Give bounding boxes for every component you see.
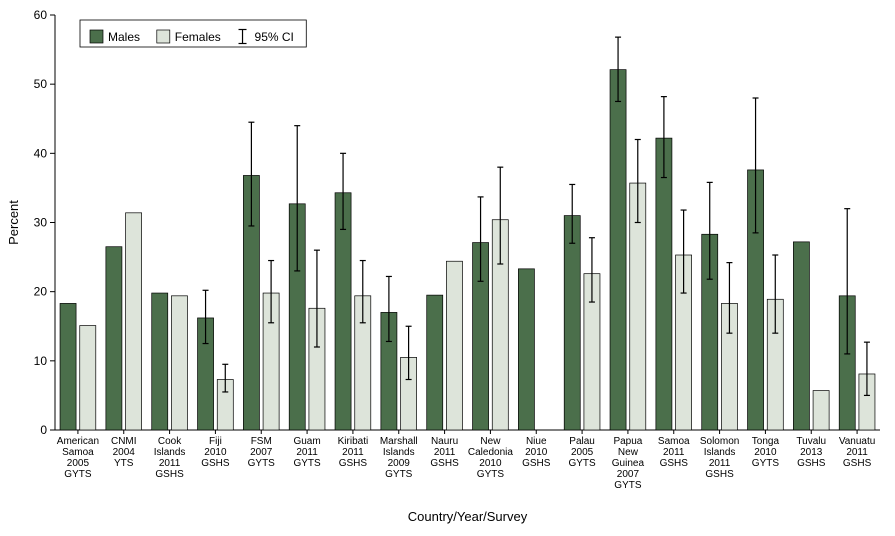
x-category-label: Palau2005GYTS bbox=[568, 436, 596, 469]
x-category-label: Samoa2011GSHS bbox=[658, 436, 690, 469]
y-tick-label: 0 bbox=[40, 423, 47, 437]
bar-males bbox=[152, 293, 168, 430]
chart-container: 0 10 20 30 40 50 60 Percent AmericanSamoa2005GYT… bbox=[0, 0, 895, 531]
x-category-label: AmericanSamoa2005GYTS bbox=[57, 436, 99, 480]
bar-males bbox=[656, 138, 672, 430]
legend-label: 95% CI bbox=[255, 30, 294, 44]
x-category-label: NewCaledonia2010GYTS bbox=[468, 436, 513, 480]
y-tick-label: 50 bbox=[34, 77, 48, 91]
legend-swatch bbox=[157, 30, 170, 43]
bar-males bbox=[610, 70, 626, 430]
y-tick-label: 30 bbox=[34, 216, 48, 230]
bar-females bbox=[80, 326, 96, 430]
bar-males bbox=[518, 269, 534, 430]
bar-males bbox=[427, 295, 443, 430]
bar-males bbox=[793, 242, 809, 430]
legend-label: Females bbox=[175, 30, 221, 44]
bar-males bbox=[564, 216, 580, 430]
x-category-label: Kiribati2011GSHS bbox=[338, 436, 369, 469]
x-category-label: Tuvalu2013GSHS bbox=[796, 436, 826, 469]
chart-svg: 0 10 20 30 40 50 60 Percent AmericanSamoa2005GYT… bbox=[0, 0, 895, 531]
y-tick-label: 10 bbox=[34, 354, 48, 368]
x-category-label: Fiji2010GSHS bbox=[201, 436, 230, 469]
x-category-label: Vanuatu2011GSHS bbox=[839, 436, 876, 469]
x-category-label: CNMI2004YTS bbox=[111, 436, 137, 469]
y-axis-title: Percent bbox=[6, 200, 21, 245]
bar-males bbox=[106, 247, 122, 430]
y-tick-label: 60 bbox=[34, 8, 48, 22]
x-category-label: Niue2010GSHS bbox=[522, 436, 551, 469]
x-category-label: CookIslands2011GSHS bbox=[154, 436, 186, 480]
bar-males bbox=[60, 303, 76, 430]
bar-females bbox=[126, 213, 142, 430]
y-tick-label: 40 bbox=[34, 146, 48, 160]
x-category-label: SolomonIslands2011GSHS bbox=[700, 436, 739, 480]
x-axis-title: Country/Year/Survey bbox=[408, 509, 528, 524]
x-category-label: PapuaNewGuinea2007GYTS bbox=[612, 436, 645, 491]
y-tick-label: 20 bbox=[34, 285, 48, 299]
bar-females bbox=[446, 261, 462, 430]
bar-females bbox=[171, 296, 187, 430]
x-category-label: Nauru2011GSHS bbox=[430, 436, 459, 469]
legend-swatch bbox=[90, 30, 103, 43]
legend-label: Males bbox=[108, 30, 140, 44]
x-category-label: FSM2007GYTS bbox=[248, 436, 276, 469]
bar-females bbox=[813, 391, 829, 430]
x-category-label: Tonga2010GYTS bbox=[752, 436, 780, 469]
x-category-label: Guam2011GYTS bbox=[293, 436, 321, 469]
x-category-label: MarshallIslands2009GYTS bbox=[380, 436, 418, 480]
